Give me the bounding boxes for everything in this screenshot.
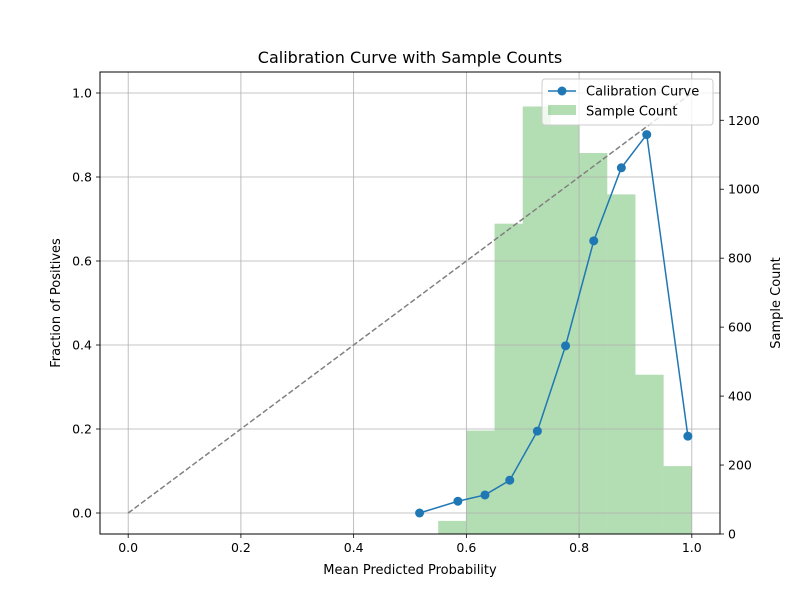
legend-label-sample-count: Sample Count [586, 105, 677, 120]
calibration-point [589, 236, 599, 246]
y-tick-label: 0.4 [72, 338, 92, 353]
y2-tick-label: 200 [728, 458, 752, 473]
calibration-point [683, 431, 693, 441]
y2-tick-label: 800 [728, 251, 752, 266]
y2-tick-label: 600 [728, 320, 752, 335]
y-tick-label: 0.6 [72, 254, 92, 269]
calibration-point [561, 341, 571, 351]
calibration-curve-line [419, 132, 689, 514]
x-tick-label: 0.4 [344, 540, 364, 555]
legend: Calibration Curve Sample Count [541, 78, 714, 126]
legend-bar-swatch [548, 105, 576, 115]
x-tick-label: 0.2 [231, 540, 251, 555]
legend-box [541, 78, 714, 126]
y-axis-label: Fraction of Positives [49, 238, 64, 368]
histogram-bar [607, 194, 636, 535]
x-axis-label: Mean Predicted Probability [323, 563, 497, 578]
histogram-bar [466, 430, 495, 534]
y2-tick-label: 0 [728, 527, 736, 542]
histogram-layer [438, 106, 692, 535]
y2-axis-ticks: 0 200 400 600 800 1000 1200 [720, 113, 760, 542]
y-tick-label: 0.8 [72, 170, 92, 185]
y2-tick-label: 1200 [728, 113, 760, 128]
y2-axis-label: Sample Count [769, 257, 784, 348]
y2-tick-label: 1000 [728, 182, 760, 197]
histogram-bar [550, 125, 580, 534]
y-tick-label: 0.0 [72, 506, 92, 521]
histogram-bar [663, 466, 692, 534]
histogram-bar [522, 106, 551, 535]
histogram-bar [579, 153, 608, 534]
x-tick-label: 0.8 [569, 540, 589, 555]
chart-title: Calibration Curve with Sample Counts [258, 48, 562, 67]
legend-marker-swatch [557, 86, 567, 96]
plot-frame [99, 71, 721, 535]
calibration-point [453, 496, 463, 506]
y-axis-ticks: 0.0 0.2 0.4 0.6 0.8 1.0 [72, 86, 100, 521]
x-axis-ticks: 0.0 0.2 0.4 0.6 0.8 1.0 [118, 534, 702, 555]
reference-line-layer [127, 92, 693, 514]
calibration-point [480, 490, 490, 500]
calibration-point [616, 163, 626, 173]
grid-layer [100, 72, 720, 534]
y-tick-label: 1.0 [72, 86, 92, 101]
x-tick-label: 0.0 [118, 540, 138, 555]
x-tick-label: 1.0 [682, 540, 702, 555]
legend-label-calibration: Calibration Curve [586, 85, 699, 100]
calibration-point [505, 475, 515, 485]
calibration-point [642, 130, 652, 140]
calibration-curve-layer [415, 130, 693, 518]
calibration-point [415, 508, 425, 518]
y2-tick-label: 400 [728, 389, 752, 404]
histogram-bar [635, 374, 664, 534]
x-tick-label: 0.6 [456, 540, 476, 555]
y-tick-label: 0.2 [72, 422, 92, 437]
perfect-calibration-line [127, 92, 693, 514]
calibration-point [532, 426, 542, 436]
histogram-bar [438, 520, 467, 534]
